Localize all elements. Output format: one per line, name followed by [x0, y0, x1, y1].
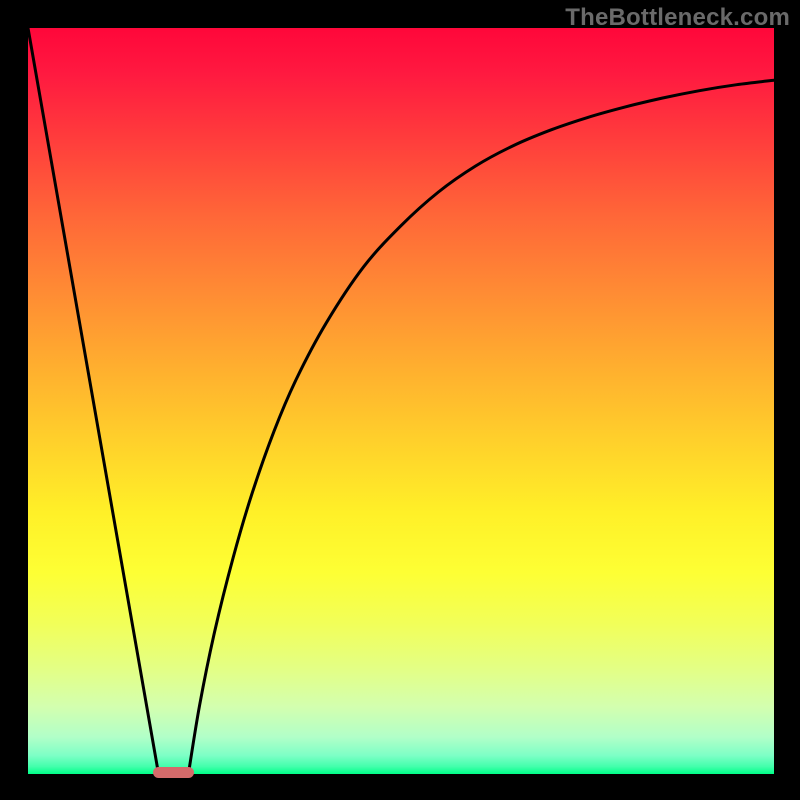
- chart-container: TheBottleneck.com: [0, 0, 800, 800]
- bottleneck-curve: [28, 28, 774, 774]
- optimal-marker: [153, 767, 193, 777]
- plot-area: [28, 28, 774, 774]
